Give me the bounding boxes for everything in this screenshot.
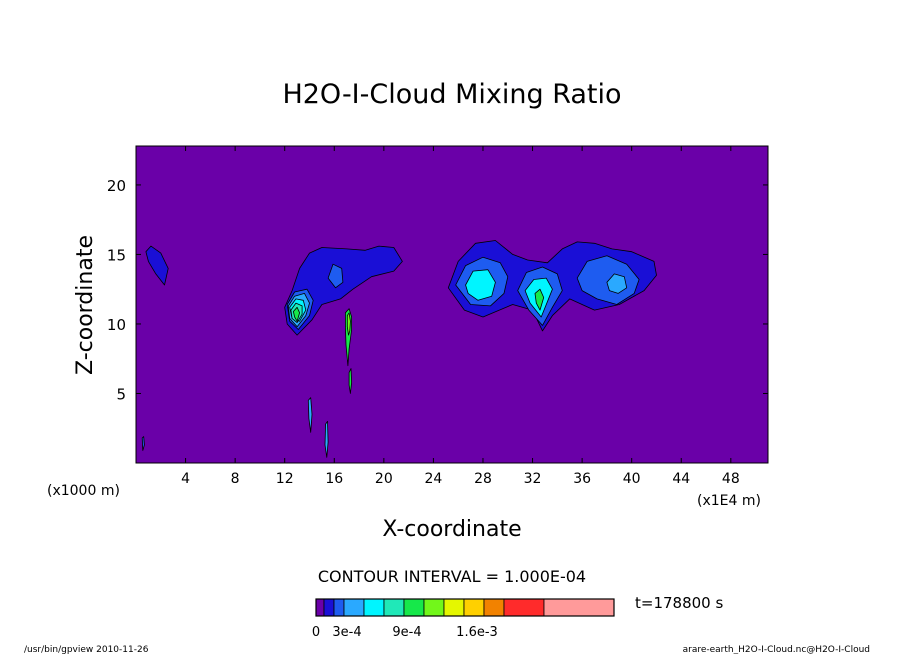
x-scale-label: (x1000 m) (47, 483, 120, 499)
footer-left: /usr/bin/gpview 2010-11-26 (24, 645, 149, 654)
colorbar-frame (315, 598, 615, 617)
colorbar-swatch-7 (423, 598, 445, 617)
colorbar-swatch-3 (343, 598, 365, 617)
x-tick-label: 28 (474, 471, 492, 487)
contour-interval-label: CONTOUR INTERVAL = 1.000E-04 (318, 567, 586, 586)
x-tick-label: 24 (424, 471, 442, 487)
colorbar-label: 0 (312, 625, 320, 640)
colorbar-swatch-6 (403, 598, 425, 617)
contour-region-14 (292, 306, 301, 322)
plot-frame (135, 145, 769, 464)
plot-background (136, 146, 768, 463)
contour-regions (141, 240, 657, 458)
x-tick-label: 12 (276, 471, 294, 487)
colorbar-swatch-12 (543, 598, 615, 617)
x-unit-label: (x1E4 m) (697, 493, 761, 509)
x-tick-label: 40 (623, 471, 641, 487)
x-axis-title: X-coordinate (382, 517, 521, 542)
colorbar-swatch-11 (503, 598, 545, 617)
colorbar-swatch-1 (323, 598, 335, 617)
contour-region-15 (534, 288, 545, 311)
contour-region-0 (145, 245, 169, 286)
contour-region-4 (327, 263, 344, 289)
time-label: t=178800 s (635, 594, 723, 612)
contour-region-9 (606, 273, 628, 294)
colorbar-label: 3e-4 (332, 625, 361, 640)
colorbar-swatch-10 (483, 598, 505, 617)
colorbar-swatch-8 (443, 598, 465, 617)
x-tick-label: 4 (181, 471, 190, 487)
footer-right: arare-earth_H2O-I-Cloud.nc@H2O-I-Cloud (683, 645, 870, 654)
y-tick-label: 20 (107, 177, 126, 195)
colorbar-swatch-2 (333, 598, 345, 617)
chart-title: H2O-I-Cloud Mixing Ratio (282, 79, 621, 110)
contour-region-20 (324, 420, 329, 458)
contour-region-18 (348, 368, 353, 394)
x-tick-label: 16 (325, 471, 343, 487)
y-tick-label: 10 (107, 316, 126, 334)
y-axis-title: Z-coordinate (73, 235, 98, 375)
colorbar-label: 9e-4 (392, 625, 421, 640)
x-tick-label: 20 (375, 471, 393, 487)
contour-region-17 (346, 312, 351, 336)
y-tick-label: 15 (107, 246, 126, 264)
contour-region-21 (141, 436, 145, 451)
colorbar-label: 1.6e-3 (456, 625, 498, 640)
colorbar (315, 598, 615, 617)
x-tick-label: 36 (573, 471, 591, 487)
colorbar-swatch-0 (315, 598, 325, 617)
colorbar-swatch-9 (463, 598, 485, 617)
x-tick-label: 8 (231, 471, 240, 487)
y-tick-label: 5 (116, 385, 126, 403)
contour-region-7 (576, 255, 640, 305)
contour-region-11 (465, 269, 496, 301)
x-tick-label: 44 (672, 471, 690, 487)
colorbar-swatch-5 (383, 598, 405, 617)
contour-region-19 (307, 397, 313, 433)
contour-region-1 (284, 245, 403, 336)
colorbar-labels: 0 3e-4 9e-4 1.6e-3 (312, 625, 498, 640)
x-tick-label: 32 (524, 471, 542, 487)
colorbar-swatch-4 (363, 598, 385, 617)
x-tick-label: 48 (722, 471, 740, 487)
